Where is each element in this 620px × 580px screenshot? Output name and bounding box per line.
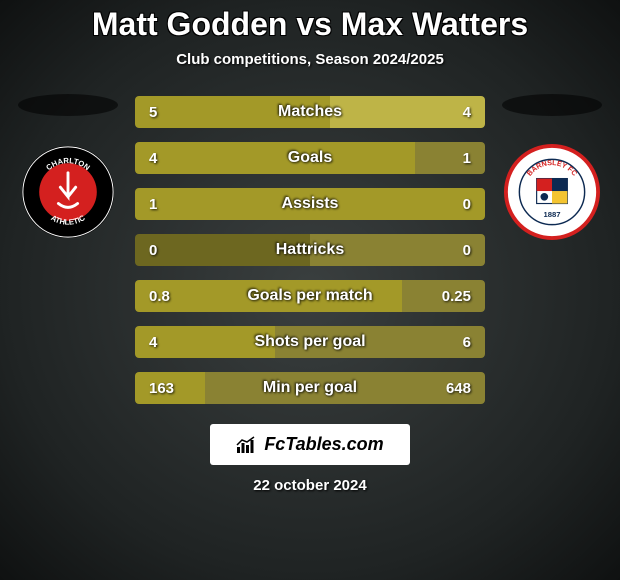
stat-label: Shots per goal xyxy=(135,333,485,351)
player-shadow xyxy=(18,94,118,116)
comparison-infographic: Matt Godden vs Max Watters Club competit… xyxy=(0,0,620,580)
footer: FcTables.com 22 october 2024 xyxy=(210,424,409,494)
stats-column: 54Matches 41Goals 10Assists 00Hattricks 0.80… xyxy=(135,96,485,404)
stat-label: Assists xyxy=(135,195,485,213)
left-club-badge: CHARLTON ATHLETIC xyxy=(20,144,116,240)
stat-label: Goals xyxy=(135,149,485,167)
stat-label: Min per goal xyxy=(135,379,485,397)
right-club-badge: BARNSLEY FC 1887 xyxy=(504,144,600,240)
player-shadow xyxy=(502,94,602,116)
stat-row: 0.80.25Goals per match xyxy=(135,280,485,312)
barnsley-badge-icon: BARNSLEY FC 1887 xyxy=(504,144,600,240)
brand-text: FcTables.com xyxy=(264,434,383,455)
stat-row: 10Assists xyxy=(135,188,485,220)
main-row: CHARLTON ATHLETIC 54Matches 41Goals 10Assi… xyxy=(0,96,620,404)
right-player-column: BARNSLEY FC 1887 xyxy=(497,96,607,240)
left-player-column: CHARLTON ATHLETIC xyxy=(13,96,123,240)
stat-row: 46Shots per goal xyxy=(135,326,485,358)
stat-row: 00Hattricks xyxy=(135,234,485,266)
stat-label: Matches xyxy=(135,103,485,121)
stat-row: 163648Min per goal xyxy=(135,372,485,404)
date-text: 22 october 2024 xyxy=(253,477,366,494)
svg-text:1887: 1887 xyxy=(543,210,560,219)
brand-badge[interactable]: FcTables.com xyxy=(210,424,409,465)
page-title: Matt Godden vs Max Watters xyxy=(92,6,528,43)
subtitle: Club competitions, Season 2024/2025 xyxy=(176,51,444,68)
brand-chart-icon xyxy=(236,436,258,454)
stat-label: Goals per match xyxy=(135,287,485,305)
stat-row: 54Matches xyxy=(135,96,485,128)
stat-label: Hattricks xyxy=(135,241,485,259)
charlton-badge-icon: CHARLTON ATHLETIC xyxy=(20,144,116,240)
stat-row: 41Goals xyxy=(135,142,485,174)
